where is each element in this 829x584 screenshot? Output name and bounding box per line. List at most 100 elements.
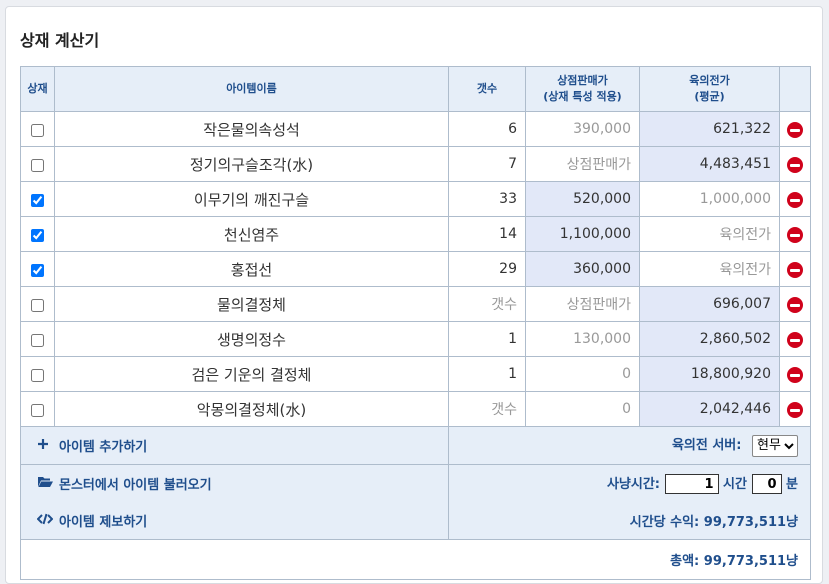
remove-icon[interactable] <box>787 192 803 208</box>
header-remove <box>779 66 811 112</box>
shop-price-cell[interactable]: 0 <box>525 356 640 392</box>
add-item-button[interactable]: 아이템 추가하기 <box>21 427 448 464</box>
item-name-cell[interactable]: 악몽의결정체(水) <box>54 391 449 427</box>
hunt-hours-input[interactable] <box>664 474 719 495</box>
bid-price-cell[interactable]: 1,000,000 <box>639 181 780 217</box>
sangjae-cell <box>20 146 55 182</box>
hourly-profit-value: 99,773,511냥 <box>703 515 798 530</box>
total-label: 총액: <box>670 554 700 569</box>
shop-price-cell[interactable]: 0 <box>525 391 640 427</box>
shop-price-cell[interactable]: 상점판매가 <box>525 146 640 182</box>
shop-price-cell[interactable]: 1,100,000 <box>525 216 640 252</box>
remove-cell <box>779 111 811 147</box>
report-item-label: 아이템 제보하기 <box>59 515 148 530</box>
total-cell: 총액: 99,773,511냥 <box>20 539 811 580</box>
sangjae-checkbox[interactable] <box>31 193 44 207</box>
footer-row-monster: 몬스터에서 아이템 불러오기 사냥시간: 시간 분 <box>20 464 811 502</box>
remove-cell <box>779 321 811 357</box>
sangjae-checkbox[interactable] <box>31 368 44 382</box>
table-row: 정기의구슬조각(水) 7 상점판매가 4,483,451 <box>20 146 811 182</box>
count-cell[interactable]: 갯수 <box>448 286 526 322</box>
count-cell[interactable]: 갯수 <box>448 391 526 427</box>
remove-icon[interactable] <box>787 157 803 173</box>
plus-icon <box>37 438 59 454</box>
header-row: 상재 아이템이름 갯수 상점판매가 (상재 특성 적용) 육의전가 (평균) <box>20 66 811 112</box>
header-shop-price-line1: 상점판매가 <box>557 74 608 87</box>
sangjae-cell <box>20 251 55 287</box>
count-cell[interactable]: 33 <box>448 181 526 217</box>
footer-row-report: 아이템 제보하기 시간당 수익: 99,773,511냥 <box>20 502 811 540</box>
sangjae-checkbox[interactable] <box>31 403 44 417</box>
remove-icon[interactable] <box>787 402 803 418</box>
calculator-panel: 상재 계산기 상재 아이템이름 갯수 상점판매가 (상재 특성 적용) 육의전가 <box>5 6 823 584</box>
item-name-cell[interactable]: 생명의정수 <box>54 321 449 357</box>
count-cell[interactable]: 14 <box>448 216 526 252</box>
bid-price-cell[interactable]: 육의전가 <box>639 251 780 287</box>
hourly-profit-cell: 시간당 수익: 99,773,511냥 <box>448 502 811 540</box>
header-sangjae: 상재 <box>20 66 55 112</box>
sangjae-cell <box>20 216 55 252</box>
item-name-cell[interactable]: 물의결정체 <box>54 286 449 322</box>
total-row: 총액: 99,773,511냥 <box>20 539 811 580</box>
count-cell[interactable]: 7 <box>448 146 526 182</box>
remove-cell <box>779 391 811 427</box>
shop-price-cell[interactable]: 상점판매가 <box>525 286 640 322</box>
item-name-cell[interactable]: 홍접선 <box>54 251 449 287</box>
remove-icon[interactable] <box>787 262 803 278</box>
remove-icon[interactable] <box>787 297 803 313</box>
sangjae-cell <box>20 321 55 357</box>
sangjae-checkbox[interactable] <box>31 298 44 312</box>
sangjae-cell <box>20 356 55 392</box>
bid-price-cell[interactable]: 2,860,502 <box>639 321 780 357</box>
bid-price-cell[interactable]: 696,007 <box>639 286 780 322</box>
remove-icon[interactable] <box>787 227 803 243</box>
remove-icon[interactable] <box>787 332 803 348</box>
sangjae-cell <box>20 181 55 217</box>
bid-price-cell[interactable]: 4,483,451 <box>639 146 780 182</box>
item-name-cell[interactable]: 작은물의속성석 <box>54 111 449 147</box>
count-cell[interactable]: 29 <box>448 251 526 287</box>
remove-icon[interactable] <box>787 367 803 383</box>
table-row: 작은물의속성석 6 390,000 621,322 <box>20 111 811 147</box>
header-bid-price-line1: 육의전가 <box>689 74 730 87</box>
sangjae-checkbox[interactable] <box>31 228 44 242</box>
sangjae-cell <box>20 111 55 147</box>
item-name-cell[interactable]: 천신염주 <box>54 216 449 252</box>
remove-cell <box>779 286 811 322</box>
remove-icon[interactable] <box>787 122 803 138</box>
item-name-cell[interactable]: 정기의구슬조각(水) <box>54 146 449 182</box>
bid-price-cell[interactable]: 육의전가 <box>639 216 780 252</box>
sangjae-checkbox[interactable] <box>31 158 44 172</box>
count-cell[interactable]: 1 <box>448 356 526 392</box>
remove-cell <box>779 146 811 182</box>
count-cell[interactable]: 6 <box>448 111 526 147</box>
sangjae-checkbox[interactable] <box>31 123 44 137</box>
shop-price-cell[interactable]: 130,000 <box>525 321 640 357</box>
load-monster-cell: 몬스터에서 아이템 불러오기 <box>20 464 449 502</box>
item-name-cell[interactable]: 이무기의 깨진구슬 <box>54 181 449 217</box>
remove-cell <box>779 356 811 392</box>
page-title: 상재 계산기 <box>20 31 100 50</box>
add-item-label: 아이템 추가하기 <box>59 440 148 455</box>
report-item-button[interactable]: 아이템 제보하기 <box>21 502 448 539</box>
shop-price-cell[interactable]: 390,000 <box>525 111 640 147</box>
bid-price-cell[interactable]: 621,322 <box>639 111 780 147</box>
bid-price-cell[interactable]: 18,800,920 <box>639 356 780 392</box>
bid-price-cell[interactable]: 2,042,446 <box>639 391 780 427</box>
shop-price-cell[interactable]: 520,000 <box>525 181 640 217</box>
header-count: 갯수 <box>448 66 526 112</box>
item-list: 작은물의속성석 6 390,000 621,322 정기의구슬조각(水) 7 상… <box>20 111 811 427</box>
load-monster-button[interactable]: 몬스터에서 아이템 불러오기 <box>21 465 448 502</box>
sangjae-checkbox[interactable] <box>31 263 44 277</box>
sangjae-checkbox[interactable] <box>31 333 44 347</box>
header-shop-price-line2: (상재 특성 적용) <box>543 90 622 103</box>
remove-cell <box>779 181 811 217</box>
server-select[interactable]: 현무 <box>752 434 798 457</box>
count-cell[interactable]: 1 <box>448 321 526 357</box>
load-monster-label: 몬스터에서 아이템 불러오기 <box>59 478 212 493</box>
header-shop-price: 상점판매가 (상재 특성 적용) <box>525 66 640 112</box>
hunt-minutes-input[interactable] <box>751 474 782 495</box>
table-row: 이무기의 깨진구슬 33 520,000 1,000,000 <box>20 181 811 217</box>
shop-price-cell[interactable]: 360,000 <box>525 251 640 287</box>
item-name-cell[interactable]: 검은 기운의 결정체 <box>54 356 449 392</box>
